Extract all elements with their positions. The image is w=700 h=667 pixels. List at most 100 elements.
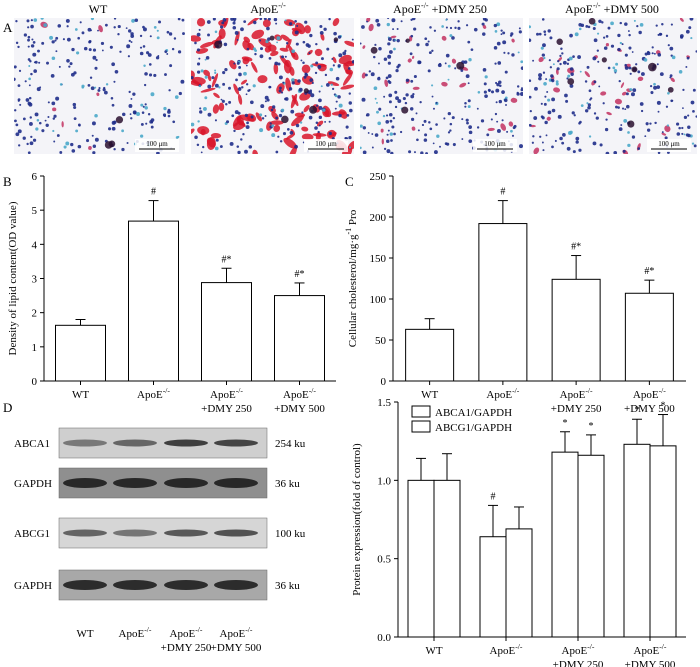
nucleus — [348, 135, 352, 140]
nucleus — [383, 147, 387, 151]
nucleus — [237, 150, 241, 154]
nucleus — [382, 114, 386, 118]
nucleus — [269, 122, 272, 125]
bar — [128, 220, 179, 382]
nucleus — [451, 116, 455, 120]
nucleus — [494, 30, 498, 33]
nucleus — [320, 57, 324, 61]
lipid-stain — [285, 133, 295, 140]
nucleus — [569, 130, 573, 134]
nucleus — [494, 112, 498, 116]
nucleus — [122, 112, 126, 117]
nucleus — [172, 120, 176, 124]
nucleus — [349, 108, 353, 113]
lipid-stain — [345, 69, 354, 75]
nucleus — [292, 23, 295, 26]
nucleus — [541, 116, 545, 120]
nucleus — [520, 88, 523, 92]
nucleus — [34, 60, 38, 64]
nucleus — [242, 133, 245, 136]
nucleus — [541, 141, 544, 144]
nucleus — [97, 88, 101, 92]
nucleus — [301, 111, 304, 114]
nucleus — [308, 52, 311, 55]
nucleus — [14, 77, 16, 81]
nucleus — [167, 110, 171, 114]
nucleus — [361, 97, 366, 102]
nucleus — [653, 52, 656, 55]
nucleus — [87, 27, 92, 32]
nucleus — [449, 26, 453, 30]
nucleus — [656, 63, 659, 66]
nucleus — [496, 41, 501, 46]
x-tick-label: ApoE-/- — [210, 386, 243, 401]
nucleus — [318, 105, 323, 110]
nucleus — [619, 21, 622, 25]
nucleus — [25, 98, 30, 102]
nucleus — [613, 69, 618, 73]
lipid-stain — [600, 91, 607, 96]
nucleus — [428, 121, 431, 124]
nucleus — [540, 102, 543, 105]
nucleus — [166, 53, 169, 55]
nucleus — [383, 57, 388, 61]
blot-size-label: 254 ku — [275, 438, 306, 450]
nucleus — [147, 113, 151, 116]
lipid-stain — [283, 137, 297, 149]
nucleus — [376, 110, 379, 114]
nucleus — [367, 132, 370, 134]
micrograph-title: ApoE-/- +DMY 500 — [565, 1, 659, 16]
micrograph-bg — [529, 18, 697, 154]
nucleus — [304, 20, 308, 24]
nucleus — [66, 25, 69, 28]
nucleus — [29, 116, 32, 119]
nucleus — [129, 113, 132, 116]
nucleus — [518, 30, 522, 34]
nucleus — [587, 103, 592, 107]
blot-protein-label: GAPDH — [14, 580, 52, 592]
lipid-stain — [459, 82, 467, 88]
nucleus — [103, 90, 108, 95]
lipid-stain — [252, 149, 258, 154]
nucleus — [315, 61, 319, 65]
nucleus — [578, 27, 582, 31]
nucleus — [315, 42, 318, 46]
lipid-stain — [664, 125, 671, 133]
nucleus — [196, 32, 201, 37]
nucleus — [141, 111, 145, 114]
nucleus — [200, 151, 203, 154]
nucleus — [657, 151, 661, 154]
nucleus — [497, 61, 502, 65]
nucleus — [196, 48, 201, 52]
nucleus — [345, 125, 349, 129]
nucleus — [53, 114, 57, 118]
nucleus — [272, 105, 276, 109]
lipid-stain — [273, 62, 279, 75]
blot-band — [63, 529, 107, 537]
nucleus — [113, 18, 117, 20]
nucleus — [318, 115, 323, 120]
nucleus — [511, 134, 515, 137]
nucleus — [612, 66, 616, 70]
nucleus — [92, 55, 97, 60]
nucleus — [348, 92, 351, 95]
nucleus — [291, 78, 295, 82]
nucleus — [285, 42, 289, 45]
nucleus — [139, 34, 143, 38]
nucleus — [385, 76, 389, 80]
nucleus — [72, 102, 77, 107]
lipid-stain — [251, 61, 258, 73]
nucleus — [490, 90, 495, 94]
nucleus — [266, 26, 270, 31]
nucleus — [54, 39, 57, 42]
nucleus — [425, 42, 429, 47]
nucleus — [589, 98, 592, 101]
nucleus — [387, 74, 392, 78]
nucleus — [27, 38, 30, 42]
lipid-stain — [332, 18, 340, 27]
lipid-stain — [380, 128, 384, 133]
nucleus — [368, 70, 371, 73]
nucleus — [408, 150, 412, 154]
nucleus — [248, 145, 253, 149]
nucleus — [83, 46, 88, 51]
